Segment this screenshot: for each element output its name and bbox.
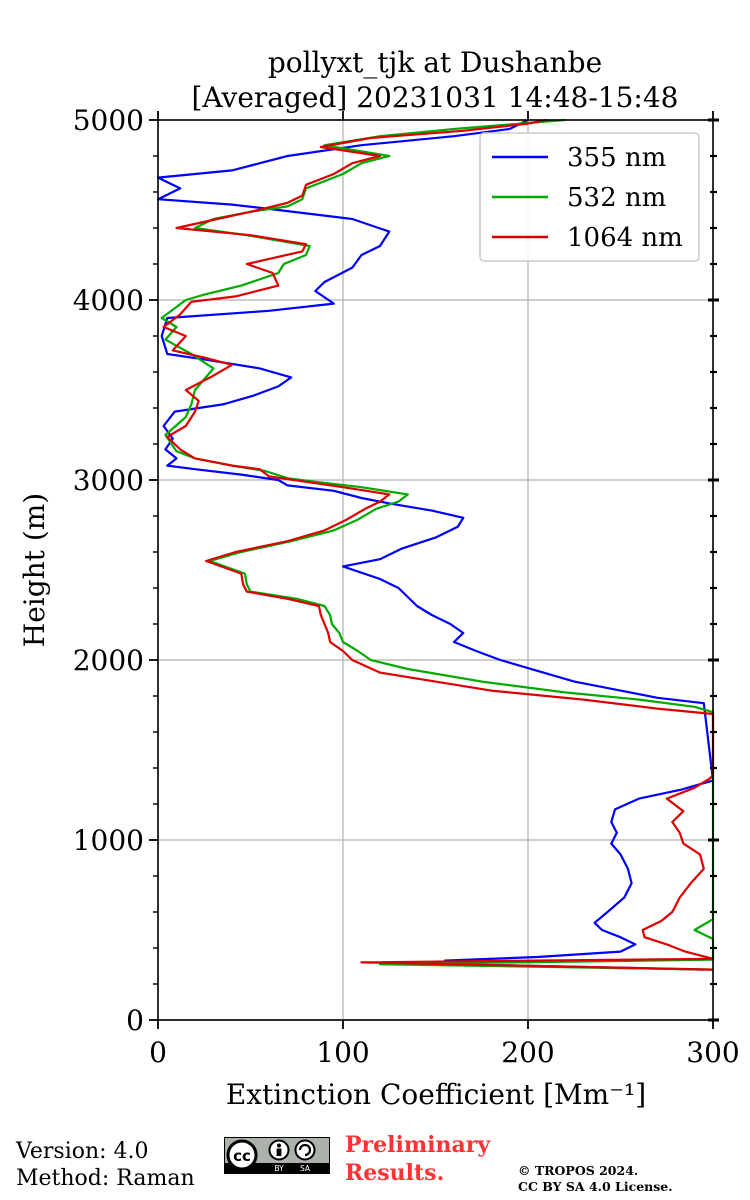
x-tick-label: 200 [501, 1036, 554, 1069]
chart-title-line2: [Averaged] 20231031 14:48-15:48 [192, 81, 679, 114]
legend-label-2: 1064 nm [567, 223, 683, 253]
x-tick-label: 0 [149, 1036, 167, 1069]
cc-icon-text: cc [233, 1147, 251, 1165]
footer-info: Version: 4.0 Method: Raman [16, 1138, 195, 1192]
legend-box [479, 132, 700, 262]
cc-by-sa-icon: cc BY SA [224, 1137, 330, 1174]
method-text: Method: Raman [16, 1166, 195, 1191]
y-tick-label: 4000 [73, 284, 144, 317]
cc-sa-text: SA [300, 1164, 311, 1173]
preliminary-results-note: Preliminary Results. [345, 1131, 490, 1187]
y-axis-label: Height (m) [18, 493, 51, 647]
plot-frame [157, 119, 714, 1021]
chart-title-line1: pollyxt_tjk at Dushanbe [268, 46, 602, 79]
x-tick-label: 100 [316, 1036, 369, 1069]
y-tick-label: 2000 [73, 644, 144, 677]
legend-label-0: 355 nm [567, 143, 666, 173]
copyright-line1: © TROPOS 2024. [518, 1163, 639, 1178]
y-tick-label: 1000 [73, 824, 144, 857]
series-lines [156, 118, 715, 971]
legend: 355 nm 532 nm 1064 nm [479, 132, 700, 262]
y-tick-label: 3000 [73, 464, 144, 497]
preliminary-line2: Results. [345, 1160, 445, 1186]
x-axis-label: Extinction Coefficient [Mm⁻¹] [226, 1078, 646, 1111]
y-tick-label: 0 [126, 1004, 144, 1037]
version-text: Version: 4.0 [16, 1139, 149, 1164]
copyright-line2: CC BY SA 4.0 License. [518, 1179, 673, 1194]
series-line-1 [160, 118, 715, 971]
cc-by-text: BY [274, 1164, 284, 1173]
y-tick-label: 5000 [73, 104, 144, 137]
series-line-2 [162, 118, 715, 971]
series-line-0 [156, 119, 715, 971]
x-tick-label: 300 [686, 1036, 739, 1069]
copyright-note: © TROPOS 2024. CC BY SA 4.0 License. [518, 1163, 673, 1195]
legend-label-1: 532 nm [567, 183, 666, 213]
preliminary-line1: Preliminary [345, 1132, 491, 1158]
